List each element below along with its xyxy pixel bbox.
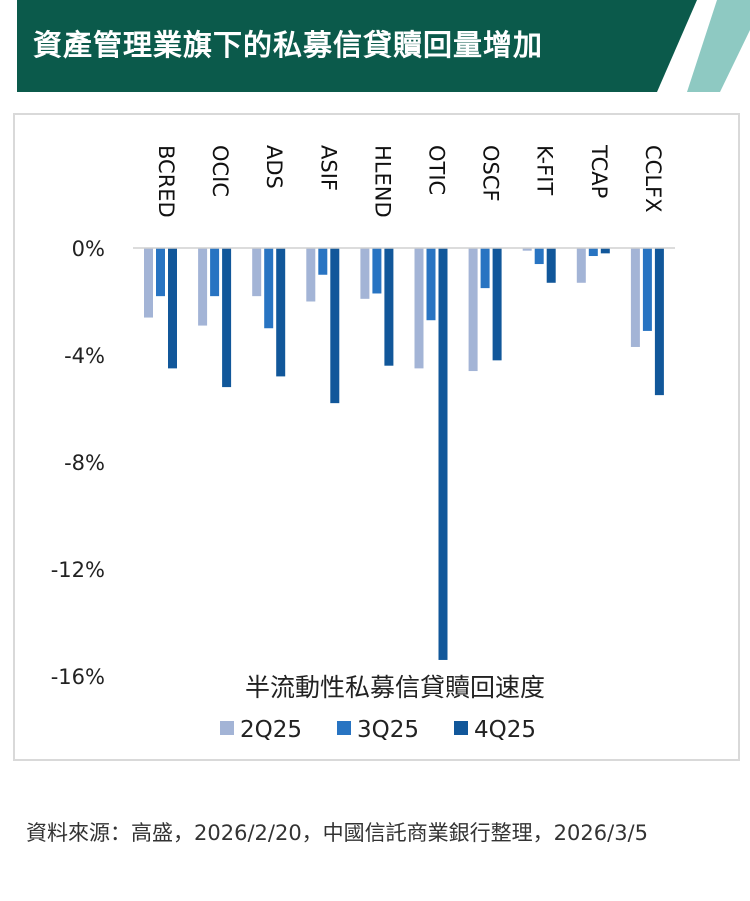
legend-label-4q25: 4Q25 bbox=[474, 717, 536, 743]
bar-4q25-asif bbox=[330, 248, 340, 404]
y-tick-label: -4% bbox=[64, 344, 105, 368]
chart-title: 半流動性私募信貸贖回速度 bbox=[245, 673, 545, 702]
bar-3q25-bcred bbox=[156, 248, 165, 297]
category-label: BCRED bbox=[154, 145, 178, 218]
bar-3q25-asif bbox=[318, 248, 328, 275]
bar-3q25-oscf bbox=[480, 248, 490, 289]
category-label: CCLFX bbox=[641, 145, 665, 213]
chart-frame: 0% -4% -8% -12% -16% BCRED OCIC ADS ASIF HLEND OTI… bbox=[13, 113, 740, 761]
bar-2q25-ocic bbox=[198, 248, 208, 326]
bar-2q25-bcred bbox=[144, 248, 153, 318]
category-label: K-FIT bbox=[533, 145, 557, 195]
bar-3q25-otic bbox=[426, 248, 436, 321]
bar-4q25-otic bbox=[438, 248, 448, 660]
bar-4q25-bcred bbox=[168, 248, 177, 369]
bar-3q25-ocic bbox=[210, 248, 220, 297]
bar-4q25-oscf bbox=[492, 248, 502, 361]
legend-swatch-3q25 bbox=[337, 721, 351, 735]
source-note: 資料來源：高盛，2026/2/20，中國信託商業銀行整理，2026/3/5 bbox=[26, 821, 648, 845]
bar-2q25-cclfx bbox=[630, 248, 640, 347]
bar-3q25-hlend bbox=[372, 248, 382, 294]
bar-2q25-tcap bbox=[576, 248, 586, 283]
bar-4q25-ads bbox=[276, 248, 286, 377]
category-label: ASIF bbox=[316, 145, 340, 191]
legend-swatch-2q25 bbox=[220, 721, 234, 735]
category-label: OCIC bbox=[208, 145, 232, 197]
legend-swatch-4q25 bbox=[454, 721, 468, 735]
legend-label-2q25: 2Q25 bbox=[240, 717, 302, 743]
y-tick-label: -8% bbox=[64, 451, 105, 475]
y-tick-label: 0% bbox=[72, 237, 105, 261]
category-label: TCAP bbox=[587, 144, 611, 198]
bar-4q25-ocic bbox=[222, 248, 232, 388]
header-background bbox=[17, 0, 750, 92]
bar-4q25-tcap bbox=[600, 248, 610, 254]
bar-2q25-k-fit bbox=[522, 248, 532, 251]
bar-4q25-cclfx bbox=[654, 248, 664, 396]
bar-3q25-ads bbox=[264, 248, 274, 329]
y-tick-label: -12% bbox=[51, 558, 105, 582]
category-label: ADS bbox=[262, 145, 286, 189]
category-label: OTIC bbox=[425, 145, 449, 195]
page-title: 資產管理業旗下的私募信貸贖回量增加 bbox=[33, 28, 544, 62]
bar-chart: 0% -4% -8% -12% -16% BCRED OCIC ADS ASIF HLEND OTI… bbox=[51, 144, 675, 743]
legend-label-3q25: 3Q25 bbox=[357, 717, 419, 743]
bar-3q25-cclfx bbox=[642, 248, 652, 331]
category-label: HLEND bbox=[370, 145, 394, 218]
bar-2q25-asif bbox=[306, 248, 316, 302]
bar-4q25-k-fit bbox=[546, 248, 556, 283]
bar-2q25-otic bbox=[414, 248, 424, 369]
bar-2q25-hlend bbox=[360, 248, 370, 299]
bar-3q25-k-fit bbox=[534, 248, 544, 265]
y-tick-label: -16% bbox=[51, 665, 105, 689]
bar-2q25-oscf bbox=[468, 248, 478, 372]
header-banner: 資產管理業旗下的私募信貸贖回量增加 bbox=[17, 0, 750, 92]
bar-3q25-tcap bbox=[588, 248, 598, 257]
bar-4q25-hlend bbox=[384, 248, 394, 366]
bar-2q25-ads bbox=[252, 248, 262, 297]
category-label: OSCF bbox=[479, 145, 503, 202]
